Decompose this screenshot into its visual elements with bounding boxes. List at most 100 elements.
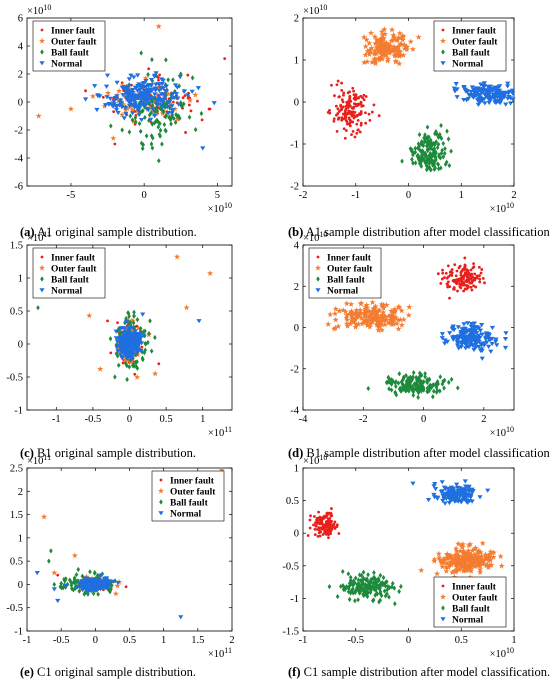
data-point-ball: [430, 162, 435, 168]
data-point-inner: [113, 142, 117, 146]
data-point-normal: [115, 580, 121, 586]
y-tick-label: -1: [14, 406, 23, 417]
data-point-inner: [446, 264, 450, 268]
data-point-inner: [318, 521, 322, 525]
data-point-ball: [141, 356, 145, 363]
data-point-ball: [408, 385, 413, 391]
data-point-outer: [467, 551, 474, 558]
data-point-normal: [104, 73, 111, 78]
data-point-normal: [154, 99, 160, 104]
data-point-ball: [128, 320, 133, 326]
data-point-normal: [432, 487, 439, 492]
data-point-outer: [468, 563, 475, 570]
data-point-ball: [176, 113, 181, 119]
data-point-outer: [361, 34, 368, 40]
data-point-outer: [391, 34, 398, 41]
data-point-outer: [369, 318, 376, 325]
data-point-normal: [144, 106, 150, 112]
y-multiplier-exp: 11: [43, 230, 51, 239]
data-point-inner: [472, 284, 476, 288]
data-point-inner: [341, 100, 345, 104]
data-point-normal: [211, 101, 217, 106]
data-point-inner: [335, 525, 339, 528]
data-point-outer: [460, 550, 467, 557]
data-point-ball: [387, 386, 391, 392]
data-point-inner: [189, 109, 193, 113]
data-point-outer: [400, 316, 407, 323]
data-point-inner: [343, 136, 347, 140]
data-point-outer: [371, 50, 378, 57]
data-point-normal: [128, 73, 134, 78]
data-point-ball: [117, 327, 121, 333]
data-point-normal: [455, 341, 461, 346]
data-point-normal: [138, 348, 144, 354]
data-point-normal: [136, 340, 143, 345]
data-point-inner: [317, 510, 320, 514]
data-point-ball: [376, 583, 380, 589]
data-point-ball: [347, 586, 351, 592]
y-tick-label: 1: [18, 274, 23, 285]
data-point-normal: [123, 319, 130, 324]
data-point-inner: [364, 95, 368, 98]
data-point-normal: [505, 81, 511, 86]
data-point-inner: [446, 285, 450, 289]
data-point-normal: [153, 71, 159, 76]
data-point-inner: [112, 110, 116, 114]
data-point-outer: [470, 559, 477, 565]
panel-caption: (c) B1 original sample distribution.: [20, 446, 196, 460]
data-point-inner: [316, 528, 319, 531]
data-point-inner: [334, 113, 338, 117]
data-point-inner: [359, 121, 363, 125]
data-point-inner: [460, 283, 464, 286]
y-tick-label: -2: [290, 364, 299, 375]
data-point-outer: [167, 100, 174, 107]
data-point-outer: [379, 47, 386, 54]
y-multiplier: ×1010: [303, 3, 327, 17]
data-point-outer: [375, 55, 382, 61]
data-point-ball: [449, 148, 453, 154]
data-point-inner: [469, 268, 473, 272]
legend-label-normal: Normal: [170, 509, 201, 519]
data-point-inner: [446, 280, 450, 284]
data-point-outer: [462, 551, 469, 558]
data-point-ball: [340, 568, 345, 575]
data-point-normal: [455, 337, 461, 342]
data-point-normal: [431, 484, 437, 489]
data-point-inner: [475, 276, 479, 280]
data-point-normal: [82, 97, 89, 102]
data-point-outer: [155, 23, 162, 29]
data-point-normal: [163, 84, 169, 89]
data-point-outer: [104, 89, 111, 96]
data-point-normal: [484, 331, 490, 336]
data-point-normal: [159, 98, 165, 103]
data-point-outer: [327, 311, 334, 318]
legend-label-inner: Inner fault: [51, 26, 96, 36]
data-point-ball: [113, 578, 117, 584]
data-point-normal: [489, 341, 495, 347]
data-point-ball: [419, 139, 424, 145]
legend-label-outer: Outer fault: [452, 593, 498, 603]
data-point-ball: [152, 120, 157, 126]
data-point-ball: [88, 569, 92, 575]
data-point-ball: [346, 571, 351, 577]
data-point-normal: [438, 489, 444, 495]
data-point-outer: [346, 310, 353, 317]
data-point-ball: [373, 592, 378, 598]
data-point-outer: [373, 36, 380, 43]
data-point-ball: [435, 388, 440, 394]
x-tick-label: 0: [406, 190, 411, 201]
data-point-inner: [135, 324, 139, 328]
data-point-normal: [145, 87, 151, 93]
data-point-ball: [404, 372, 408, 379]
data-point-outer: [482, 551, 489, 558]
data-point-normal: [487, 88, 493, 93]
data-point-ball: [378, 590, 383, 597]
data-point-ball: [73, 580, 78, 586]
data-point-ball: [399, 388, 403, 394]
data-point-outer: [183, 304, 190, 311]
legend-marker-outer: [315, 264, 321, 271]
data-point-normal: [130, 87, 136, 93]
data-point-ball: [433, 155, 438, 161]
data-point-normal: [463, 330, 470, 335]
